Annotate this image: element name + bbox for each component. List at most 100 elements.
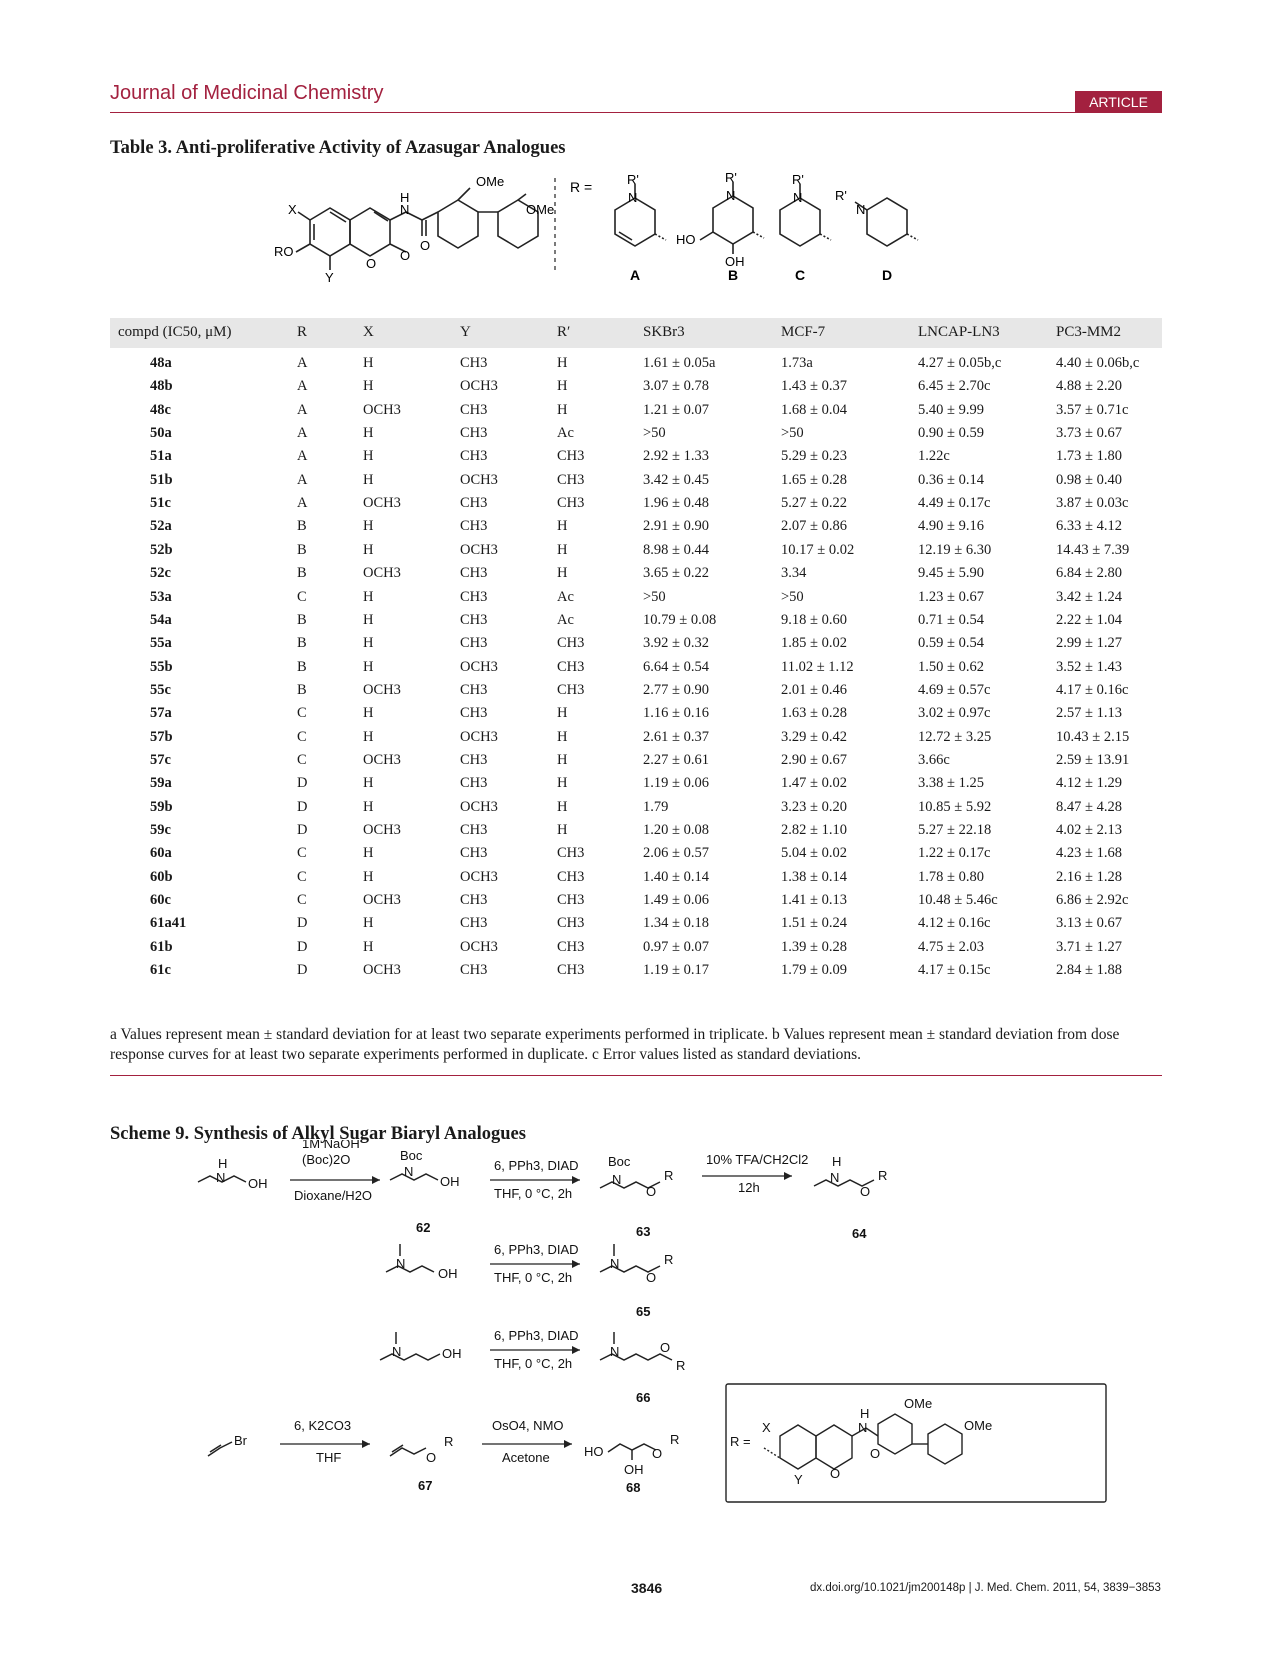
s1-h: H [218,1156,227,1171]
r4-bottom: THF, 0 °C, 2h [494,1270,572,1285]
table-cell-mcf7: 1.47 ± 0.02 [781,775,847,792]
table-cell-pc3: 6.33 ± 4.12 [1056,518,1122,535]
c62-oh: OH [440,1174,460,1189]
c66-r: R [676,1358,685,1373]
table-cell-X: H [363,915,374,932]
table-cell-comp: 48c [150,401,171,418]
table-cell-Rp: H [557,541,568,558]
table-cell-Rp: Ac [557,611,574,628]
r3-top: 10% TFA/CH2Cl2 [706,1152,808,1167]
table-cell-pc3: 2.84 ± 1.88 [1056,962,1122,979]
table-cell-ln3: 1.78 ± 0.80 [918,868,984,885]
header-mcf7: MCF-7 [781,324,826,340]
table-cell-Y: OCH3 [460,471,498,488]
table-cell-X: H [363,845,374,862]
header-y: Y [460,324,471,340]
table-cell-comp: 55c [150,681,171,698]
table-cell-R: D [297,798,308,815]
table-cell-X: OCH3 [363,681,401,698]
table-cell-mcf7: 2.82 ± 1.10 [781,822,847,838]
table-cell-pc3: 3.73 ± 0.67 [1056,425,1122,442]
r2-top: 6, PPh3, DIAD [494,1158,579,1173]
table-row: 54a B H CH3 Ac 10.79 ± 0.08 9.18 ± 0.60 0.71 ± … [110,612,1162,637]
table-cell-skbr3: 2.92 ± 1.33 [643,448,709,465]
table-cell-Rp: CH3 [557,658,585,675]
table-cell-Y: CH3 [460,401,488,418]
rgroup-d-n: N [856,202,865,217]
table-row: 60c C OCH3 CH3 CH3 1.49 ± 0.06 1.41 ± 0.13 10.4… [110,892,1162,917]
r7-top: OsO4, NMO [492,1418,564,1433]
table-cell-R: D [297,822,308,838]
table-cell-Rp: H [557,751,568,768]
table-cell-X: OCH3 [363,892,401,909]
table-cell-skbr3: 1.34 ± 0.18 [643,915,709,932]
table-cell-R: A [297,495,308,512]
c64-o: O [860,1184,870,1199]
table-cell-Rp: H [557,378,568,395]
page-number: 3846 [631,1580,663,1596]
table-cell-ln3: 1.22c [918,448,950,465]
table-cell-comp: 53a [150,588,172,605]
table-cell-X: H [363,775,374,792]
table-cell-pc3: 14.43 ± 7.39 [1056,541,1130,558]
table-cell-skbr3: >50 [643,588,666,605]
c63-r: R [664,1168,673,1183]
table-cell-Y: CH3 [460,705,488,722]
table-cell-Rp: CH3 [557,892,585,909]
table-cell-skbr3: 0.97 ± 0.07 [643,938,709,955]
r-equals-label: R = [570,179,592,195]
table-row: 55a B H CH3 CH3 3.92 ± 0.32 1.85 ± 0.02 0.59 ± … [110,635,1162,660]
r-definition-box [725,1383,1107,1503]
table-cell-ln3: 4.12 ± 0.16c [918,915,991,932]
table-cell-comp: 59a [150,775,172,792]
rgroup-b-ho: HO [676,232,696,247]
s3-n: N [392,1344,401,1359]
label-68: 68 [626,1480,640,1495]
table-cell-ln3: 5.40 ± 9.99 [918,401,984,418]
c68-r: R [670,1432,679,1447]
table-cell-comp: 48a [150,355,172,371]
table-cell-ln3: 0.36 ± 0.14 [918,471,984,488]
table-cell-skbr3: 2.91 ± 0.90 [643,518,709,535]
table-cell-skbr3: 1.19 ± 0.06 [643,775,709,792]
table-cell-comp: 61a41 [150,915,187,932]
table-cell-X: H [363,588,374,605]
table-cell-skbr3: 3.92 ± 0.32 [643,635,709,652]
rdef-h: H [860,1406,869,1421]
table-cell-ln3: 3.38 ± 1.25 [918,775,984,792]
table-cell-ln3: 10.48 ± 5.46c [918,892,998,909]
table-cell-skbr3: 1.96 ± 0.48 [643,495,709,512]
table-cell-comp: 59b [150,798,173,815]
header-compd: compd (IC50, μM) [118,324,232,340]
table-cell-mcf7: 3.34 [781,565,807,582]
rgroup-d-rprime: R' [835,188,847,203]
label-67: 67 [418,1478,432,1493]
header-divider [110,112,1162,113]
rgroup-a-rprime: R' [627,172,639,187]
table-cell-R: B [297,518,307,535]
table-cell-Y: CH3 [460,495,488,512]
table-cell-Rp: H [557,355,568,371]
core-h-label: H [400,190,409,205]
table-cell-comp: 61c [150,962,171,979]
table-cell-Y: OCH3 [460,798,498,815]
table-cell-mcf7: 1.38 ± 0.14 [781,868,847,885]
c64-n: N [830,1170,839,1185]
table-cell-skbr3: 1.21 ± 0.07 [643,401,709,418]
table-cell-comp: 51c [150,495,171,512]
table-cell-mcf7: 1.73a [781,355,813,371]
rgroup-d-letter: D [882,267,892,283]
table-cell-mcf7: 5.29 ± 0.23 [781,448,847,465]
table-cell-skbr3: >50 [643,425,666,442]
table3-bottom-rule [110,1075,1162,1076]
s3-oh: OH [442,1346,462,1361]
table-cell-pc3: 3.57 ± 0.71c [1056,401,1129,418]
c62-boc: Boc [400,1148,423,1163]
table-cell-ln3: 4.27 ± 0.05b,c [918,355,1002,371]
table-row: 60a C H CH3 CH3 2.06 ± 0.57 5.04 ± 0.02 1.22 ± … [110,845,1162,870]
r1-naoh: 1M NaOH [302,1140,360,1151]
table-cell-pc3: 0.98 ± 0.40 [1056,471,1122,488]
c66-o: O [660,1340,670,1355]
table-cell-Rp: CH3 [557,915,585,932]
table-cell-pc3: 2.59 ± 13.91 [1056,751,1130,768]
